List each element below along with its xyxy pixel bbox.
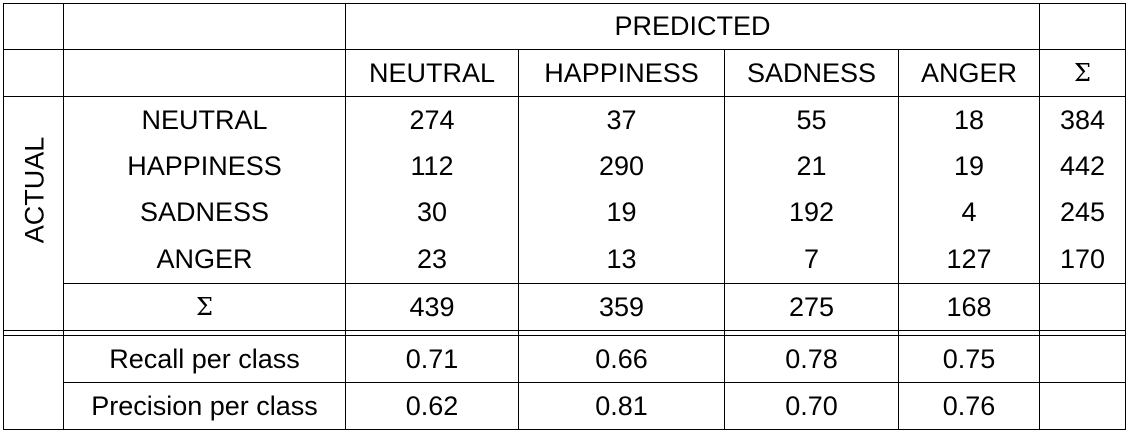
table-cell: 23: [416, 243, 448, 274]
column-sums-label: Σ: [196, 293, 213, 321]
precision-value: 0.62: [405, 390, 459, 421]
table-cell: 4: [961, 196, 977, 227]
rule-after-neutral: [518, 49, 519, 430]
rule-after-happiness: [724, 49, 725, 430]
rule-above-metrics: [3, 335, 1126, 336]
recall-value: 0.78: [785, 343, 838, 374]
rule-after-actual: [63, 3, 64, 430]
table-cell: 274: [409, 104, 455, 135]
column-header-sadness: SADNESS: [746, 57, 877, 88]
precision-value: 0.70: [785, 390, 838, 421]
table-cell: 290: [598, 150, 645, 181]
recall-label: Recall per class: [109, 343, 300, 374]
table-cell: 18: [953, 104, 985, 135]
precision-value: 0.76: [942, 390, 996, 421]
row-sum: 442: [1059, 150, 1106, 181]
row-sum: 384: [1059, 104, 1106, 135]
row-label-anger: ANGER: [156, 243, 253, 274]
row-sum: 245: [1059, 196, 1106, 227]
table-cell: 19: [953, 150, 985, 181]
row-label-neutral: NEUTRAL: [141, 104, 268, 135]
rule-between-metrics: [63, 382, 1126, 383]
row-label-happiness: HAPPINESS: [127, 150, 282, 181]
actual-label: ACTUAL: [19, 136, 50, 244]
rule-right: [1125, 3, 1126, 430]
precision-value: 0.81: [595, 390, 648, 421]
recall-value: 0.75: [942, 343, 996, 374]
rule-bottom: [3, 429, 1126, 430]
column-header-neutral: NEUTRAL: [368, 57, 496, 88]
rule-after-anger: [1039, 3, 1040, 430]
column-header-happiness: HAPPINESS: [544, 57, 699, 88]
table-cell: 21: [796, 150, 827, 181]
rule-below-column-headers: [3, 96, 1126, 97]
table-cell: 127: [946, 243, 992, 274]
row-sum: 170: [1059, 243, 1106, 274]
row-label-sadness: SADNESS: [139, 196, 270, 227]
column-sum: 275: [788, 291, 835, 322]
column-header-row-sum: Σ: [1074, 59, 1091, 87]
rule-below-column-sums: [3, 330, 1126, 331]
table-cell: 192: [788, 196, 835, 227]
rule-top: [3, 3, 1126, 4]
table-cell: 112: [410, 150, 454, 181]
recall-value: 0.66: [595, 343, 648, 374]
rule-above-column-sums: [63, 283, 1126, 284]
predicted-header: PREDICTED: [614, 11, 771, 41]
table-cell: 30: [416, 196, 448, 227]
column-sum: 359: [598, 291, 645, 322]
column-header-anger: ANGER: [920, 57, 1018, 88]
table-cell: 13: [606, 243, 637, 274]
precision-label: Precision per class: [91, 390, 318, 421]
rule-below-predicted: [3, 49, 1126, 50]
rule-after-sadness: [898, 49, 899, 430]
recall-value: 0.71: [405, 343, 459, 374]
rule-after-row-labels: [345, 3, 346, 430]
rule-left: [3, 3, 4, 430]
column-sum: 439: [409, 291, 455, 322]
table-cell: 7: [803, 243, 820, 274]
column-sum: 168: [946, 291, 992, 322]
table-cell: 19: [606, 196, 637, 227]
table-cell: 37: [606, 104, 637, 135]
table-cell: 55: [796, 104, 827, 135]
